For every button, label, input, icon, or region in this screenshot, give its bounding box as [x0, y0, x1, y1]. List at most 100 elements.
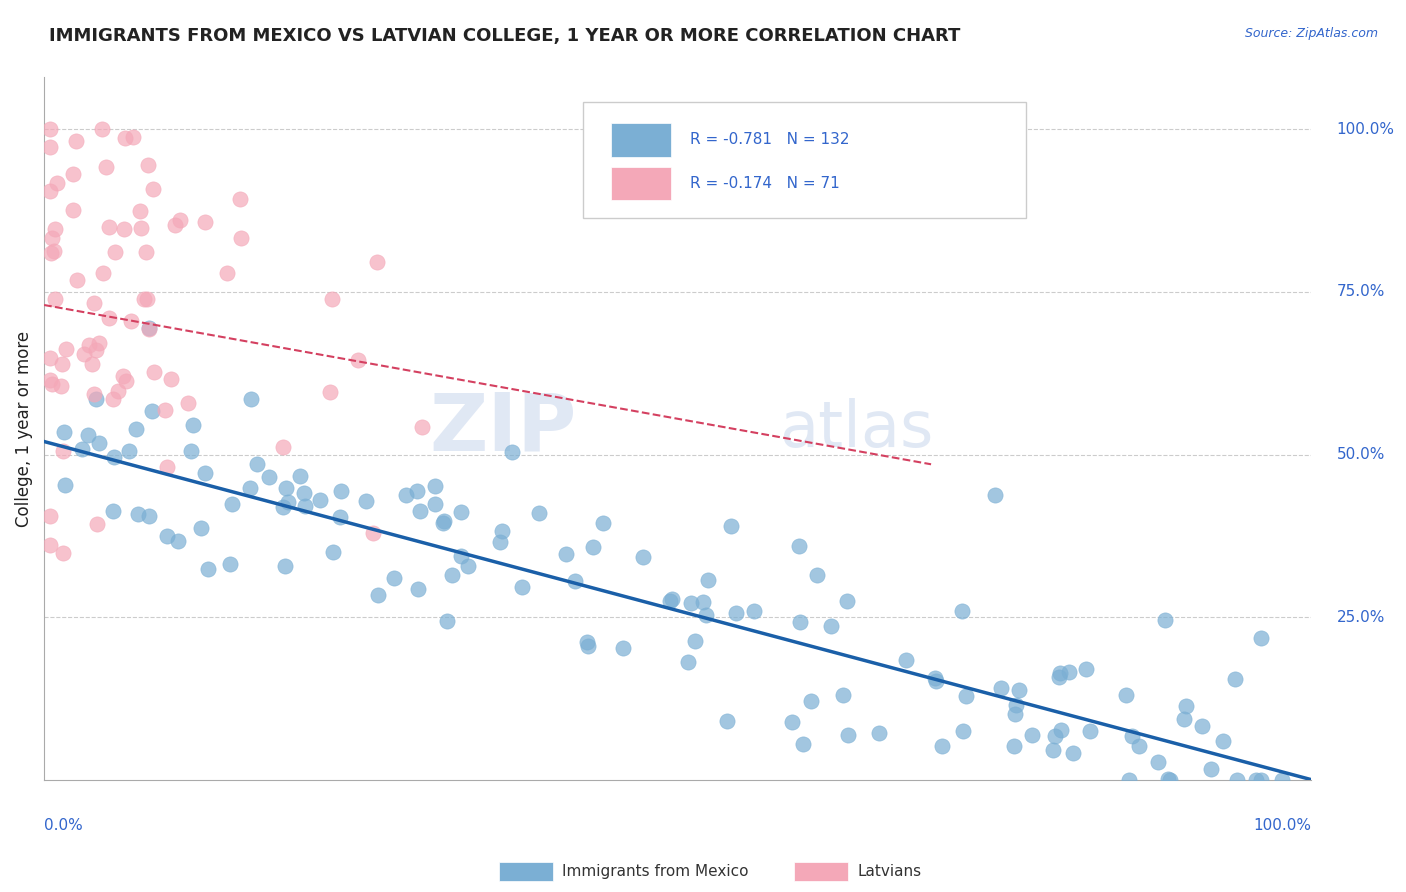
Point	[41, 377, 63, 392]
Point	[408, 582, 430, 596]
Point	[955, 689, 977, 703]
Text: ZIP: ZIP	[429, 390, 576, 467]
Point	[806, 567, 828, 582]
Point	[356, 493, 378, 508]
Point	[1121, 729, 1143, 743]
Point	[103, 450, 125, 464]
Point	[837, 728, 859, 742]
Point	[89, 435, 111, 450]
Point	[41, 231, 63, 245]
Point	[273, 559, 295, 574]
Point	[156, 529, 179, 543]
Point	[411, 420, 433, 434]
Point	[1159, 772, 1181, 787]
Point	[44, 222, 66, 236]
Point	[271, 500, 294, 514]
Point	[950, 604, 973, 618]
Point	[450, 505, 472, 519]
Point	[592, 516, 614, 530]
Point	[127, 508, 149, 522]
Point	[101, 392, 124, 406]
Point	[72, 347, 94, 361]
Point	[89, 335, 111, 350]
Point	[1212, 734, 1234, 748]
Point	[1021, 727, 1043, 741]
Text: Source: ZipAtlas.com: Source: ZipAtlas.com	[1244, 27, 1378, 40]
Text: 50.0%: 50.0%	[1337, 447, 1385, 462]
Point	[440, 567, 463, 582]
Point	[77, 427, 100, 442]
Point	[329, 483, 352, 498]
Point	[98, 219, 121, 234]
Point	[724, 606, 747, 620]
Point	[84, 343, 107, 358]
Point	[1223, 672, 1246, 686]
Point	[450, 549, 472, 564]
Point	[229, 231, 252, 245]
Point	[190, 521, 212, 535]
Point	[98, 310, 121, 325]
Point	[1250, 772, 1272, 787]
Y-axis label: College, 1 year or more: College, 1 year or more	[15, 330, 32, 526]
Point	[39, 184, 62, 198]
Point	[1199, 762, 1222, 776]
Point	[931, 739, 953, 753]
FancyBboxPatch shape	[582, 102, 1026, 218]
Point	[322, 545, 344, 559]
Point	[924, 672, 946, 686]
Point	[432, 516, 454, 531]
Point	[125, 422, 148, 436]
Point	[576, 639, 599, 653]
Point	[832, 688, 855, 702]
Point	[1250, 631, 1272, 645]
Point	[1115, 688, 1137, 702]
Point	[156, 460, 179, 475]
Point	[169, 213, 191, 227]
Point	[141, 404, 163, 418]
Point	[382, 570, 405, 584]
Point	[1191, 719, 1213, 733]
Point	[1059, 665, 1081, 679]
Point	[510, 580, 533, 594]
Point	[321, 292, 343, 306]
Point	[582, 540, 605, 554]
FancyBboxPatch shape	[610, 123, 671, 157]
Point	[167, 534, 190, 549]
FancyBboxPatch shape	[610, 167, 671, 201]
Point	[1049, 670, 1071, 684]
Point	[77, 337, 100, 351]
Point	[52, 546, 75, 560]
Text: 0.0%: 0.0%	[44, 818, 83, 833]
Point	[51, 357, 73, 371]
Point	[433, 514, 456, 528]
Text: R = -0.781   N = 132: R = -0.781 N = 132	[690, 132, 849, 147]
Point	[405, 484, 427, 499]
Point	[395, 488, 418, 502]
Point	[1080, 723, 1102, 738]
Point	[1043, 730, 1066, 744]
Point	[194, 215, 217, 229]
Point	[692, 595, 714, 609]
Point	[1244, 772, 1267, 787]
Point	[436, 614, 458, 628]
Point	[529, 507, 551, 521]
Text: R = -0.174   N = 71: R = -0.174 N = 71	[690, 176, 839, 191]
Point	[183, 417, 205, 432]
Point	[984, 488, 1007, 502]
Text: 100.0%: 100.0%	[1337, 122, 1395, 137]
Point	[787, 539, 810, 553]
Point	[488, 534, 510, 549]
Point	[55, 478, 77, 492]
Point	[39, 508, 62, 523]
Point	[45, 176, 67, 190]
Point	[55, 342, 77, 356]
Point	[716, 714, 738, 728]
Point	[658, 593, 681, 607]
Point	[197, 562, 219, 576]
Point	[138, 321, 160, 335]
Point	[80, 357, 103, 371]
Point	[564, 574, 586, 588]
Point	[138, 508, 160, 523]
Point	[782, 714, 804, 729]
Point	[1002, 739, 1025, 754]
